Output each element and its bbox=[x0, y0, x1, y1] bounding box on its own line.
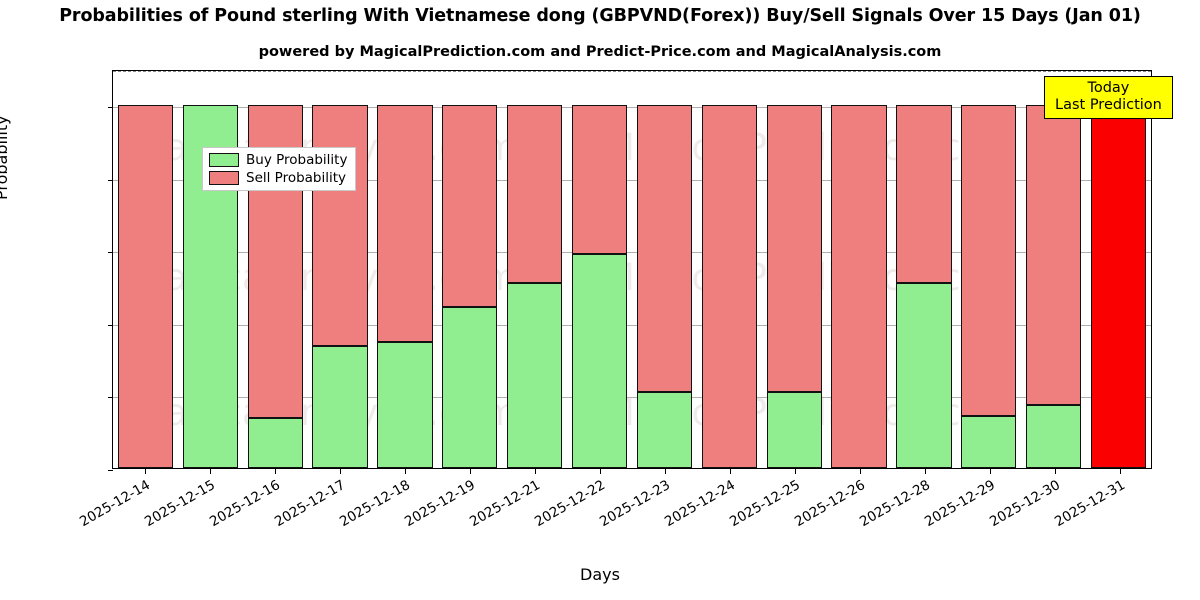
chart-subtitle: powered by MagicalPrediction.com and Pre… bbox=[258, 44, 942, 60]
bar-2025-12-26[interactable] bbox=[831, 71, 887, 468]
today-annotation-line2: Last Prediction bbox=[1055, 96, 1162, 113]
bar-segment-today bbox=[1090, 105, 1147, 468]
bar-slot bbox=[632, 71, 697, 468]
bar-slot bbox=[308, 71, 373, 468]
bar-segment-sell bbox=[377, 105, 433, 343]
x-tick-mark bbox=[859, 469, 861, 474]
bar-2025-12-21[interactable] bbox=[507, 71, 563, 468]
bar-segment-buy bbox=[442, 306, 498, 468]
bar-2025-12-30[interactable] bbox=[1026, 71, 1082, 468]
bar-2025-12-24[interactable] bbox=[701, 71, 757, 468]
bar-slot bbox=[113, 71, 178, 468]
bar-2025-12-18[interactable] bbox=[377, 71, 433, 468]
bars-layer bbox=[113, 71, 1151, 468]
bar-segment-sell bbox=[1026, 105, 1082, 405]
bar-slot bbox=[373, 71, 438, 468]
legend-swatch-buy-icon bbox=[209, 153, 239, 167]
bar-segment-sell bbox=[831, 105, 887, 468]
bar-2025-12-29[interactable] bbox=[961, 71, 1017, 468]
bar-segment-sell bbox=[961, 105, 1017, 416]
x-tick-mark bbox=[469, 469, 471, 474]
x-tick-mark bbox=[1119, 469, 1121, 474]
bar-segment-buy bbox=[1026, 404, 1082, 468]
bar-slot bbox=[762, 71, 827, 468]
bar-slot bbox=[1021, 71, 1086, 468]
bar-2025-12-15[interactable] bbox=[182, 71, 238, 468]
plot-area: MagicalAnalysis.comMagicalPrediction.com… bbox=[108, 70, 1152, 471]
bar-slot bbox=[178, 71, 243, 468]
bar-segment-sell bbox=[701, 105, 757, 468]
chart-legend: Buy Probability Sell Probability bbox=[202, 147, 357, 191]
bar-2025-12-17[interactable] bbox=[312, 71, 368, 468]
bar-2025-12-23[interactable] bbox=[636, 71, 692, 468]
x-tick-mark bbox=[729, 469, 731, 474]
x-tick-mark bbox=[794, 469, 796, 474]
x-tick-label: 2025-12-14 bbox=[76, 477, 153, 531]
today-annotation-line1: Today bbox=[1087, 80, 1130, 96]
x-tick-mark bbox=[209, 469, 211, 474]
bar-segment-sell bbox=[312, 105, 368, 346]
x-axis-ticks: 2025-12-14 2025-12-15 2025-12-16 2025-12-17… bbox=[77, 469, 1152, 589]
bar-2025-12-31[interactable] bbox=[1090, 71, 1147, 468]
bar-2025-12-22[interactable] bbox=[571, 71, 628, 468]
bar-segment-sell bbox=[117, 105, 173, 468]
bar-slot bbox=[1086, 71, 1151, 468]
bar-slot bbox=[502, 71, 567, 468]
bar-segment-buy bbox=[377, 342, 433, 468]
bar-slot bbox=[956, 71, 1021, 468]
x-tick-mark bbox=[664, 469, 666, 474]
bar-2025-12-16[interactable] bbox=[247, 71, 303, 468]
legend-label-sell: Sell Probability bbox=[246, 170, 347, 186]
x-tick-mark bbox=[989, 469, 991, 474]
bar-segment-buy bbox=[766, 392, 822, 468]
bar-slot bbox=[437, 71, 502, 468]
x-tick-mark bbox=[274, 469, 276, 474]
y-axis-title: Probability bbox=[0, 115, 11, 200]
bar-slot bbox=[827, 71, 892, 468]
x-axis-title: Days bbox=[580, 565, 620, 584]
today-annotation: Today Last Prediction bbox=[1044, 76, 1173, 119]
bar-segment-buy bbox=[961, 415, 1017, 468]
bar-segment-buy bbox=[896, 282, 952, 468]
bar-segment-buy bbox=[507, 282, 563, 468]
bar-slot bbox=[567, 71, 632, 468]
bar-segment-sell bbox=[507, 105, 563, 283]
bar-segment-sell bbox=[896, 105, 952, 283]
bar-segment-buy bbox=[636, 392, 692, 468]
bar-segment-sell bbox=[636, 105, 692, 393]
x-tick-mark bbox=[339, 469, 341, 474]
x-tick-mark bbox=[924, 469, 926, 474]
bar-segment-sell bbox=[571, 105, 628, 254]
bar-segment-buy bbox=[571, 254, 628, 468]
x-tick-mark bbox=[404, 469, 406, 474]
bar-segment-buy bbox=[312, 345, 368, 468]
x-tick-mark bbox=[144, 469, 146, 474]
bar-slot bbox=[697, 71, 762, 468]
page-title: Probabilities of Pound sterling With Vie… bbox=[59, 6, 1141, 26]
legend-label-buy: Buy Probability bbox=[246, 152, 348, 168]
bar-2025-12-19[interactable] bbox=[442, 71, 498, 468]
x-tick-mark bbox=[599, 469, 601, 474]
legend-item-buy[interactable]: Buy Probability bbox=[209, 152, 347, 168]
x-tick-mark bbox=[534, 469, 536, 474]
bar-segment-sell bbox=[766, 105, 822, 393]
bar-2025-12-28[interactable] bbox=[896, 71, 952, 468]
bar-segment-sell bbox=[442, 105, 498, 307]
bar-slot bbox=[243, 71, 308, 468]
bar-slot bbox=[892, 71, 957, 468]
bar-2025-12-14[interactable] bbox=[117, 71, 173, 468]
legend-item-sell[interactable]: Sell Probability bbox=[209, 170, 347, 186]
bar-segment-buy bbox=[247, 417, 303, 468]
bar-2025-12-25[interactable] bbox=[766, 71, 822, 468]
legend-swatch-sell-icon bbox=[209, 171, 239, 185]
x-tick-mark bbox=[1054, 469, 1056, 474]
